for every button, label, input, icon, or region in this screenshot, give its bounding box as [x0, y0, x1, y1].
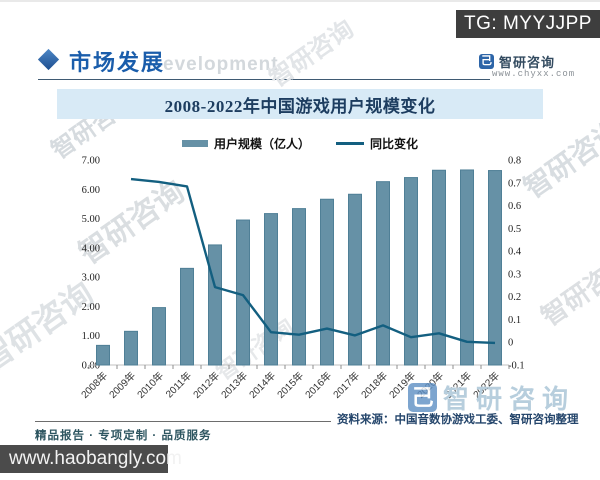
x-axis-label: 2022年 [470, 369, 502, 401]
x-axis-label: 2021年 [442, 369, 474, 401]
brand-url: www.chyxx.com [492, 69, 576, 79]
header-watermark-text: evelopment [163, 54, 279, 75]
legend-label: 同比变化 [370, 137, 419, 151]
bar-2010年 [152, 307, 166, 366]
right-axis-label: 0 [508, 338, 513, 349]
legend-item-bar-series: 用户规模（亿人） [181, 135, 310, 152]
right-axis-label: 0.8 [508, 156, 521, 167]
x-axis-label: 2014年 [246, 369, 278, 401]
right-axis-label: 0.7 [508, 178, 521, 189]
bar-2009年 [124, 330, 138, 366]
chart-panel: 2008-2022年中国游戏用户规模变化 用户规模（亿人） 同比变化 0.00 1… [57, 89, 543, 414]
header-divider [38, 79, 490, 80]
bar-2015年 [292, 208, 306, 366]
bar-2013年 [236, 219, 250, 366]
brand-logo-icon: 己 [479, 54, 494, 69]
chart-title-band: 2008-2022年中国游戏用户规模变化 [57, 89, 543, 119]
bar-2022年 [488, 170, 502, 366]
bar-2018年 [376, 181, 390, 366]
bar-2020年 [432, 169, 446, 366]
right-axis-label: 0.6 [508, 201, 521, 212]
right-axis-label: 0.2 [508, 292, 521, 303]
brand-name: 智研咨询 [499, 55, 556, 70]
chart-legend: 用户规模（亿人） 同比变化 [57, 135, 543, 152]
legend-label: 用户规模（亿人） [213, 137, 310, 151]
x-axis-label: 2016年 [302, 369, 334, 401]
bar-2017年 [348, 193, 362, 366]
brand-watermark: 智研咨询 [264, 15, 359, 93]
right-axis-label: 0.5 [508, 224, 521, 235]
right-axis-label: 0.3 [508, 269, 521, 280]
tg-contact-badge: TG: MYYJJPP [456, 10, 600, 38]
x-axis-label: 2009年 [106, 369, 138, 401]
right-axis-label: -0.1 [508, 361, 525, 372]
legend-item-line-series: 同比变化 [336, 135, 418, 152]
chart-canvas: 0.00 1.00 2.00 3.00 4.00 5.00 6.00 7.00 -0.1 0 0.1… [78, 156, 525, 401]
chart-title: 2008-2022年中国游戏用户规模变化 [164, 96, 436, 116]
x-axis-label: 2020年 [414, 369, 446, 401]
left-axis-label: 6.00 [82, 185, 100, 196]
x-axis-label: 2018年 [358, 369, 390, 401]
x-axis-label: 2019年 [386, 369, 418, 401]
bar-2021年 [460, 169, 474, 366]
bar-series-swatch [181, 140, 208, 147]
x-axis-label: 2015年 [274, 369, 306, 401]
bar-2019年 [404, 177, 418, 366]
x-axis-label: 2011年 [163, 369, 194, 400]
line-series-swatch [336, 142, 364, 145]
right-axis-label: 0.4 [508, 247, 522, 258]
left-axis-label: 3.00 [82, 273, 100, 284]
bar-2008年 [96, 344, 110, 366]
x-axis-label: 2012年 [190, 369, 222, 401]
section-title: 市场发展 [69, 50, 166, 75]
bar-2014年 [264, 213, 278, 366]
yoy-line-series [130, 177, 496, 345]
x-axis-label: 2017年 [330, 369, 362, 401]
bar-series [96, 169, 502, 366]
bar-2011年 [180, 267, 194, 366]
left-axis-label: 0.00 [82, 361, 100, 372]
diamond-icon [37, 48, 60, 71]
brand-lockup: 己 智研咨询 [479, 52, 555, 71]
bar-2016年 [320, 198, 334, 366]
left-axis-label: 7.00 [82, 156, 100, 167]
right-axis-label: 0.1 [508, 315, 521, 326]
data-source-note: 资料来源：中国音数协游戏工委、智研咨询整理 [337, 414, 579, 426]
x-axis-label: 2008年 [78, 369, 110, 401]
footer-divider [35, 421, 331, 422]
left-axis-label: 5.00 [82, 214, 100, 225]
x-axis-label: 2010年 [134, 369, 166, 401]
left-axis-label: 1.00 [82, 331, 100, 342]
left-axis-label: 4.00 [82, 243, 100, 254]
left-axis-label: 2.00 [82, 302, 100, 313]
bar-2012年 [208, 244, 222, 366]
site-url-badge: www.haobangly.com [0, 445, 182, 473]
footer-tagline: 精品报告 · 专项定制 · 品质服务 [35, 430, 212, 442]
x-axis-label: 2013年 [218, 369, 250, 401]
